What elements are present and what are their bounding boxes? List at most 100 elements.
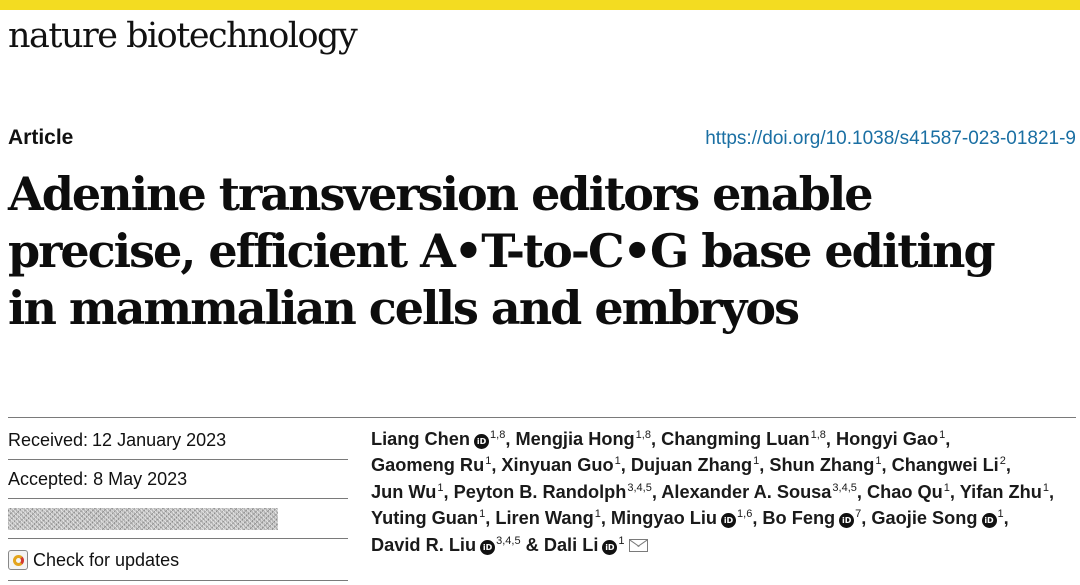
author-name[interactable]: Shun Zhang1 [769, 455, 881, 475]
article-title: Adenine transversion editors enable prec… [8, 166, 1068, 337]
author-name-text: Mengjia Hong [515, 429, 635, 449]
author-name[interactable]: Xinyuan Guo1 [501, 455, 620, 475]
author-separator: , [759, 455, 770, 476]
author-name[interactable]: Changwei Li2 [892, 455, 1006, 475]
author-name[interactable]: Peyton B. Randolph3,4,5 [454, 482, 652, 502]
author-name-text: Liren Wang [495, 508, 594, 529]
author-name[interactable]: Gaomeng Ru1 [371, 455, 491, 475]
accepted-date: Accepted: 8 May 2023 [8, 467, 187, 491]
email-icon[interactable] [628, 538, 648, 552]
affiliation-marker: 1,8 [810, 428, 826, 441]
affiliation-marker: 1 [479, 508, 486, 521]
affiliation-marker: 1,8 [635, 428, 651, 441]
received-value: 12 January 2023 [92, 430, 227, 450]
affiliation-marker: 1 [943, 481, 950, 494]
divider [8, 580, 348, 581]
check-for-updates-button[interactable]: Check for updates [8, 548, 179, 572]
author-name[interactable]: Alexander A. Sousa3,4,5 [661, 482, 857, 502]
author-name-text: Changwei Li [891, 455, 999, 476]
orcid-icon[interactable]: iD [839, 513, 855, 529]
author-name[interactable]: Changming Luan1,8 [661, 429, 826, 449]
author-name-text: Yifan Zhu [959, 481, 1042, 502]
author-name[interactable]: David R. Liu iD3,4,5 [371, 535, 521, 555]
author-name[interactable]: Yifan Zhu1 [960, 482, 1049, 502]
author-separator: , [856, 481, 867, 502]
author-name-text: Xinyuan Guo [501, 455, 614, 476]
title-line: in mammalian cells and embryos [8, 281, 800, 335]
author-separator: , [1003, 508, 1009, 529]
author-name-text: Dali Li [543, 534, 599, 555]
divider [8, 498, 348, 499]
author-name[interactable]: Yuting Guan1 [371, 508, 485, 528]
author-separator: & [520, 534, 544, 555]
author-name[interactable]: Dali Li iD1 [544, 535, 648, 555]
author-name-text: Jun Wu [371, 481, 437, 502]
affiliation-marker: 3,4,5 [496, 534, 521, 547]
accepted-label: Accepted: [8, 469, 94, 489]
affiliation-marker: 1 [437, 481, 444, 494]
doi-link[interactable]: https://doi.org/10.1038/s41587-023-01821… [705, 128, 1076, 149]
author-separator: , [505, 429, 516, 449]
orcid-icon[interactable]: iD [721, 513, 737, 529]
author-list: Liang Chen iD1,8, Mengjia Hong1,8, Changm… [371, 426, 1076, 558]
author-name[interactable]: Hongyi Gao1 [836, 429, 945, 449]
author-name-text: David R. Liu [371, 534, 477, 555]
author-name[interactable]: Gaojie Song iD1 [871, 508, 1004, 529]
author-name[interactable]: Mingyao Liu iD1,6 [611, 508, 753, 529]
author-separator: , [881, 455, 892, 476]
affiliation-marker: 1,8 [490, 428, 506, 441]
journal-name[interactable]: nature biotechnology [8, 16, 358, 56]
title-line: precise, efficient A•T-to-C•G base editi… [8, 224, 996, 278]
affiliation-marker: 1 [485, 455, 492, 468]
affiliation-marker: 1 [997, 508, 1004, 521]
author-name[interactable]: Bo Feng iD7 [762, 508, 862, 529]
received-label: Received: [8, 430, 89, 450]
affiliation-marker: 1 [1042, 481, 1049, 494]
author-name[interactable]: Liren Wang1 [495, 508, 600, 528]
affiliation-marker: 1 [614, 455, 621, 468]
author-name[interactable]: Dujuan Zhang1 [631, 455, 759, 475]
author-name-text: Liang Chen [371, 429, 471, 449]
author-name-text: Bo Feng [762, 508, 836, 529]
affiliation-marker: 1 [753, 455, 760, 468]
author-name-text: Yuting Guan [371, 508, 479, 529]
author-name-text: Alexander A. Sousa [661, 481, 832, 502]
author-separator: , [600, 508, 611, 529]
author-name-text: Chao Qu [867, 481, 943, 502]
author-name-text: Gaomeng Ru [371, 455, 485, 476]
author-name[interactable]: Chao Qu1 [867, 482, 950, 502]
check-updates-icon [8, 550, 28, 570]
article-type: Article [8, 126, 74, 149]
author-name[interactable]: Liang Chen iD1,8 [371, 429, 505, 449]
orcid-icon[interactable]: iD [981, 513, 997, 529]
redacted-field [8, 508, 278, 530]
author-name-text: Gaojie Song [871, 508, 978, 529]
author-separator: , [443, 481, 454, 502]
divider [8, 417, 1076, 418]
author-name-text: Shun Zhang [769, 455, 875, 476]
accent-bar [0, 0, 1080, 10]
affiliation-marker: 1 [594, 508, 601, 521]
author-name[interactable]: Jun Wu1 [371, 482, 443, 502]
affiliation-marker: 1 [939, 428, 946, 441]
author-name[interactable]: Mengjia Hong1,8 [515, 429, 651, 449]
affiliation-marker: 3,4,5 [627, 481, 652, 494]
affiliation-marker: 1,6 [737, 508, 753, 521]
author-separator: , [825, 429, 837, 449]
author-name-text: Peyton B. Randolph [453, 481, 627, 502]
affiliation-marker: 1 [618, 534, 625, 547]
received-date: Received: 12 January 2023 [8, 428, 226, 452]
author-separator: , [650, 429, 662, 449]
orcid-icon[interactable]: iD [480, 539, 496, 555]
orcid-icon[interactable]: iD [602, 539, 618, 555]
author-separator: , [949, 481, 960, 502]
author-separator: , [1048, 481, 1055, 502]
author-separator: , [861, 508, 872, 529]
affiliation-marker: 1 [875, 455, 882, 468]
affiliation-marker: 7 [855, 508, 862, 521]
author-name-text: Hongyi Gao [836, 429, 939, 449]
orcid-icon[interactable]: iD [474, 434, 490, 449]
check-updates-label: Check for updates [33, 550, 180, 570]
divider [8, 538, 348, 539]
author-separator: , [620, 455, 631, 476]
